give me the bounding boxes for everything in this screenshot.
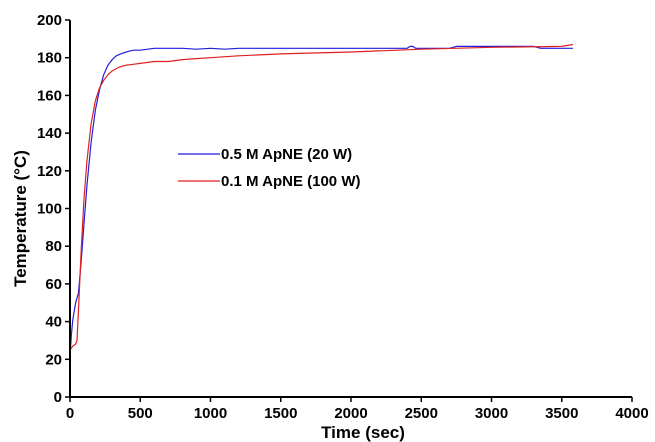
y-tick-label: 20 (45, 351, 62, 368)
y-tick-label: 180 (37, 50, 62, 67)
series-line-2 (69, 43, 574, 351)
y-tick-label: 40 (45, 314, 62, 331)
x-tick-label: 500 (128, 405, 153, 422)
axes (69, 20, 632, 398)
legend-label-series-2: 0.1 M ApNE (100 W) (221, 173, 360, 190)
x-tick-label: 4000 (615, 405, 648, 422)
x-axis-title: Time (sec) (321, 423, 405, 442)
legend: 0.5 M ApNE (20 W) 0.1 M ApNE (100 W) (178, 146, 360, 190)
series-line-1 (69, 45, 573, 356)
x-tick-label: 2000 (334, 405, 367, 422)
y-tick-label: 160 (37, 87, 62, 104)
y-tick-label: 120 (37, 163, 62, 180)
y-tick-label: 0 (54, 389, 62, 406)
x-tick-label: 0 (66, 405, 74, 422)
y-tick-label: 140 (37, 125, 62, 142)
y-tick-label: 200 (37, 12, 62, 29)
x-tick-label: 3500 (545, 405, 578, 422)
legend-label-series-1: 0.5 M ApNE (20 W) (221, 146, 352, 163)
y-tick-label: 100 (37, 201, 62, 218)
x-tick-label: 3000 (475, 405, 508, 422)
x-tick-label: 2500 (405, 405, 438, 422)
x-tick-label: 1000 (194, 405, 227, 422)
y-tick-label: 80 (45, 238, 62, 255)
series-layer (69, 43, 574, 356)
y-axis-title: Temperature (°C) (11, 150, 30, 287)
y-tick-label: 60 (45, 276, 62, 293)
x-tick-label: 1500 (264, 405, 297, 422)
